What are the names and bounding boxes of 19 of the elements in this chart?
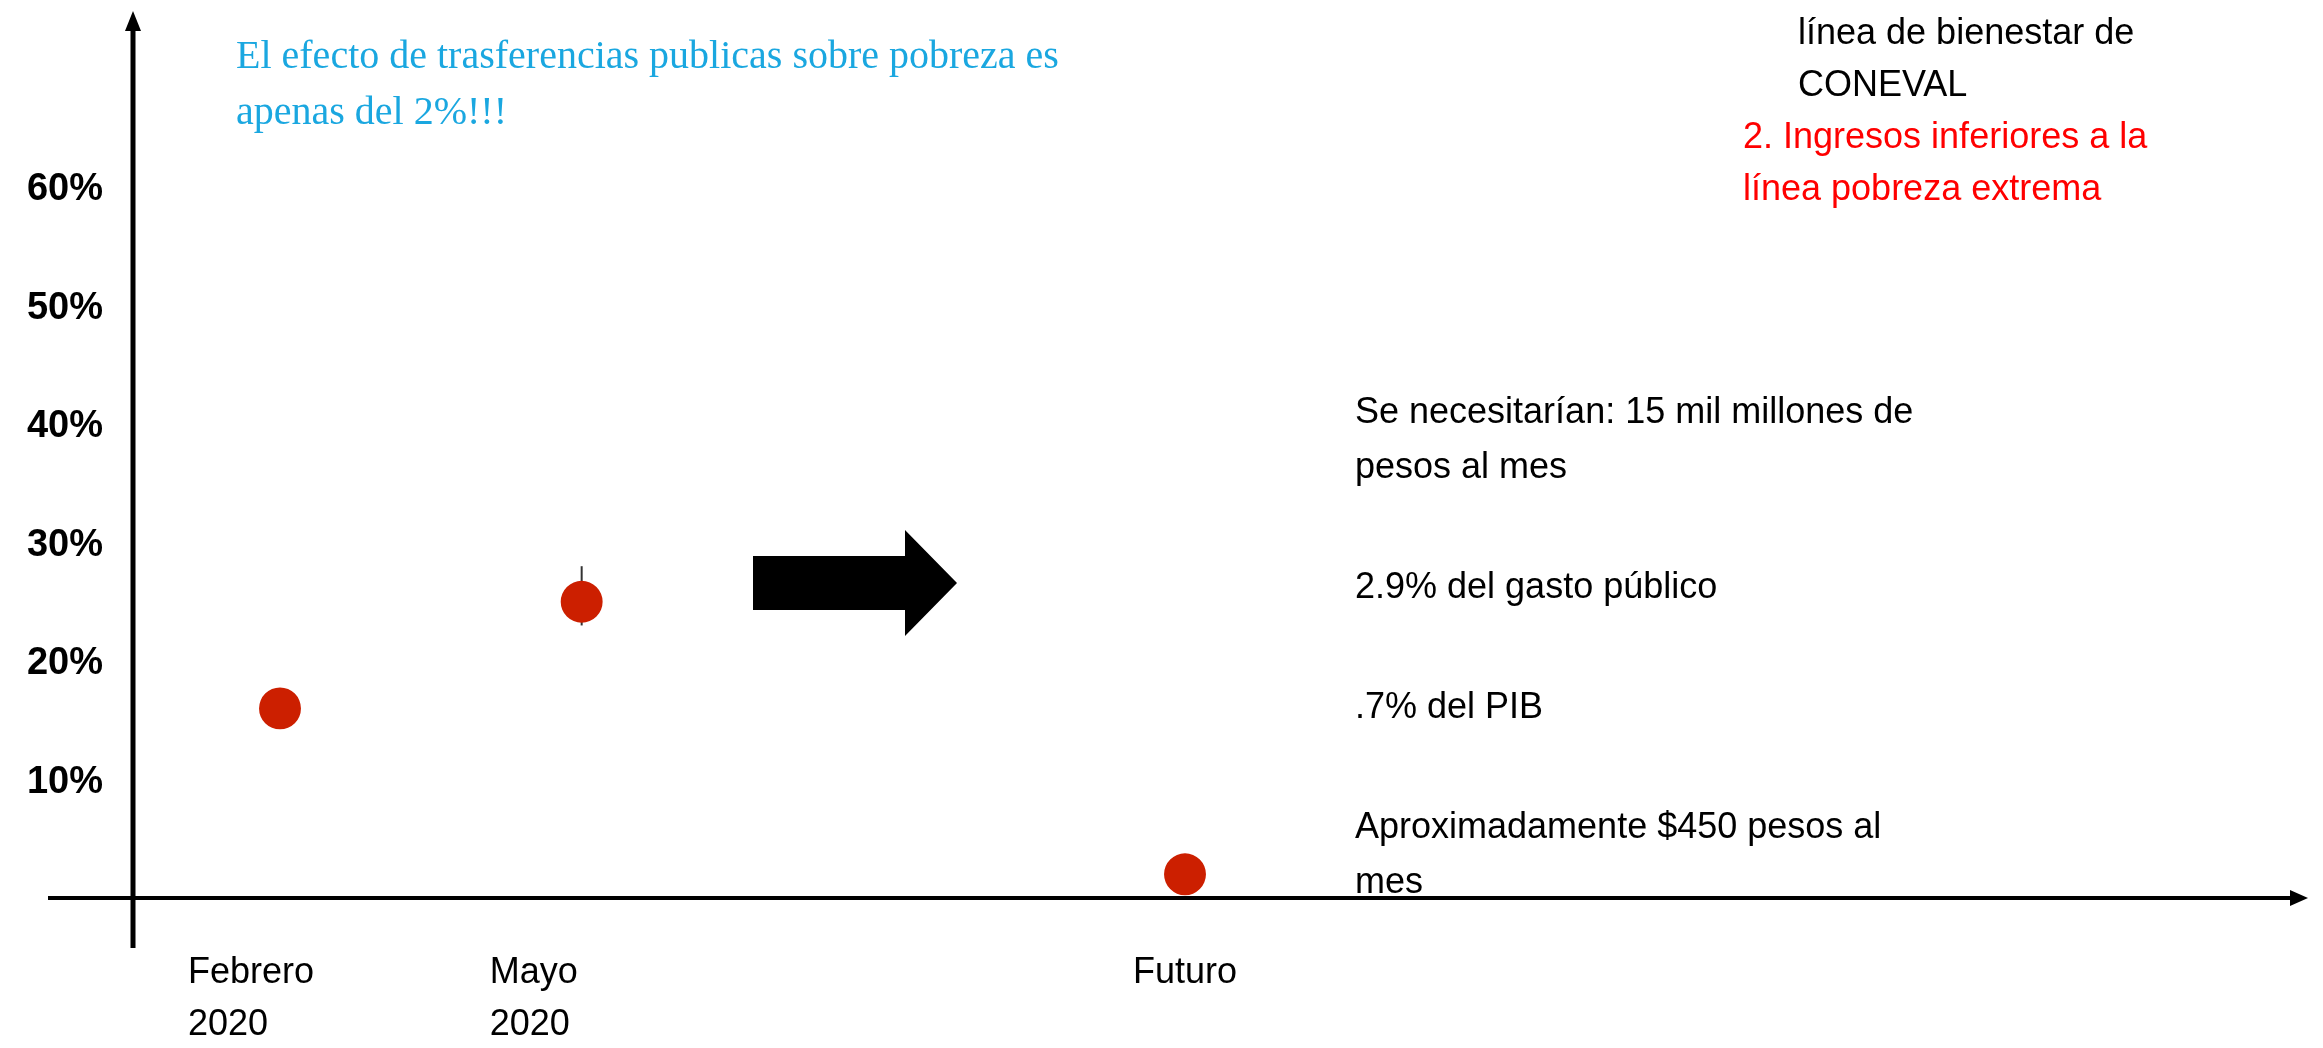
text: línea de bienestar de CONEVAL [1798, 11, 2135, 104]
x-tick-label: Febrero 2020 [188, 950, 315, 1043]
y-tick-label: 40% [26, 403, 103, 446]
y-tick-label: 20% [26, 640, 103, 683]
text: .7% del PIB [1355, 685, 1544, 726]
text: 2.9% del gasto público [1355, 565, 1718, 606]
y-tick-label: 50% [26, 284, 103, 327]
point [259, 687, 301, 730]
text: Aproximadamente $450 pesos al mes [1355, 805, 1882, 901]
x-tick-label: Futuro [1132, 950, 1238, 991]
y-tick-label: 30% [26, 521, 103, 564]
annotation: El efecto de trasferencias publicas sobre pobreza es apenas del 2%!!! [236, 32, 1059, 133]
text: Se necesitarían: 15 mil millones de pesos al mes [1355, 390, 1914, 486]
x-tick-label: Mayo 2020 [489, 950, 578, 1043]
point [1164, 853, 1206, 896]
y-tick-label: 60% [26, 166, 103, 209]
point [560, 580, 603, 623]
text: 2. Ingresos inferiores a la línea pobreza extrema [1743, 115, 2149, 208]
y-tick-label: 10% [26, 758, 103, 801]
